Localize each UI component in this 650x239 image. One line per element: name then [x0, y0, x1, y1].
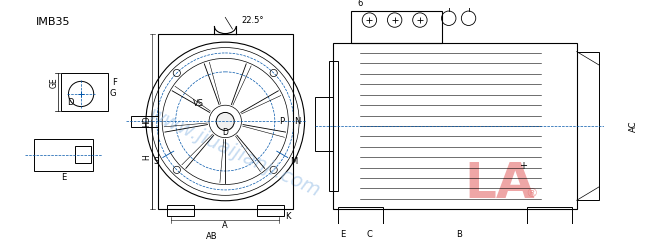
Text: F: F: [112, 78, 118, 87]
Bar: [158, 34, 293, 209]
Bar: [329, 61, 338, 191]
Bar: [333, 43, 577, 209]
Text: AC: AC: [629, 120, 638, 132]
Text: A: A: [222, 221, 228, 230]
Text: B: B: [456, 230, 463, 239]
Text: www.jiuaijianji.com: www.jiuaijianji.com: [146, 104, 323, 201]
Bar: [166, 205, 194, 216]
Text: K: K: [285, 212, 291, 221]
Text: LA: LA: [465, 160, 536, 208]
Text: 6: 6: [358, 0, 363, 8]
Bar: [338, 207, 383, 224]
Bar: [34, 139, 93, 171]
Bar: [131, 116, 158, 127]
Text: HD: HD: [142, 116, 151, 127]
Text: M: M: [291, 157, 298, 166]
Bar: [352, 11, 441, 43]
Text: H: H: [142, 155, 151, 160]
Bar: [527, 207, 572, 224]
Text: C: C: [367, 230, 372, 239]
Bar: [257, 205, 284, 216]
Text: G: G: [110, 89, 116, 98]
Text: ®: ®: [525, 187, 538, 200]
Text: N: N: [294, 117, 300, 126]
Text: E: E: [61, 173, 66, 182]
Text: GE: GE: [49, 78, 58, 88]
Text: VS: VS: [192, 99, 203, 108]
Bar: [75, 146, 91, 163]
Text: AB: AB: [206, 232, 218, 239]
Bar: [61, 73, 108, 111]
Text: E: E: [340, 230, 345, 239]
Text: D: D: [222, 128, 228, 137]
Bar: [315, 97, 333, 151]
Bar: [577, 52, 599, 200]
Circle shape: [216, 112, 234, 130]
Text: S: S: [154, 157, 159, 166]
Text: 22.5°: 22.5°: [241, 16, 264, 25]
Text: D: D: [67, 98, 73, 107]
Text: +: +: [519, 161, 526, 171]
Text: IMB35: IMB35: [36, 17, 70, 27]
Text: P: P: [280, 117, 285, 126]
